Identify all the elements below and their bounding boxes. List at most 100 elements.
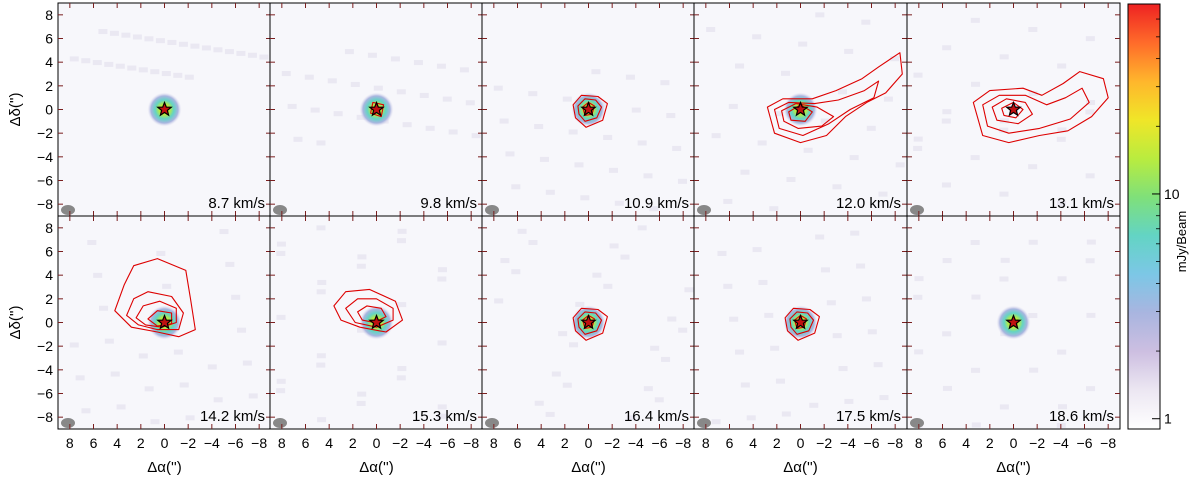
- noise-pixel: [310, 107, 320, 113]
- noise-pixel: [711, 133, 721, 139]
- noise-pixel: [878, 191, 888, 197]
- y-tick-label: −2: [37, 338, 53, 354]
- noise-pixel: [970, 17, 980, 23]
- emission-contour: [789, 311, 815, 335]
- emission-contour: [345, 298, 394, 328]
- channel-panel: 16.4 km/s 8 6 4 2 0 −2 −4 −6 −8: [481, 215, 696, 451]
- x-tick-label: −6: [1077, 435, 1093, 451]
- noise-pixel: [81, 408, 91, 414]
- noise-pixel: [425, 125, 435, 131]
- velocity-label: 12.0 km/s: [836, 195, 901, 212]
- noise-pixel: [666, 113, 676, 119]
- x-tick-label: 8: [66, 435, 74, 451]
- noise-pixel: [156, 250, 166, 256]
- noise-pixel: [711, 419, 721, 425]
- noise-pixel: [999, 404, 1009, 410]
- noise-pixel: [608, 167, 618, 173]
- x-tick-label: −8: [675, 435, 691, 451]
- noise-pixel: [276, 388, 286, 394]
- noise-pixel: [637, 140, 647, 146]
- noise-pixel: [914, 349, 924, 355]
- channel-panel: 8.7 km/s 8 6 4 2 0 −2 −4 −6 −8: [37, 2, 272, 217]
- noise-pixel: [287, 103, 297, 109]
- noise-pixel: [75, 375, 85, 381]
- noise-pixel: [1085, 173, 1095, 179]
- noise-pixel: [775, 378, 785, 384]
- noise-pixel: [1028, 313, 1038, 319]
- noise-pixel: [643, 173, 653, 179]
- noise-pixel: [603, 134, 613, 140]
- noise-pixel: [115, 63, 125, 69]
- x-tick-label: 4: [537, 435, 545, 451]
- noise-pixel: [661, 356, 671, 362]
- noise-pixel: [649, 206, 659, 212]
- colorbar: 1 10 mJy/Beam: [1127, 3, 1189, 430]
- noise-pixel: [971, 294, 981, 300]
- noise-pixel: [465, 100, 475, 106]
- noise-pixel: [942, 258, 952, 264]
- noise-pixel: [815, 12, 825, 18]
- noise-pixel: [803, 147, 813, 153]
- noise-pixel: [844, 48, 854, 54]
- beam-ellipse: [485, 205, 499, 215]
- noise-pixel: [569, 342, 579, 348]
- emission-contour: [572, 94, 608, 128]
- noise-pixel: [225, 261, 235, 267]
- emission-contour: [135, 300, 177, 328]
- noise-pixel: [357, 254, 367, 260]
- x-tick-label: −2: [1029, 435, 1045, 451]
- velocity-label: 14.2 km/s: [200, 408, 265, 425]
- beam-ellipse: [485, 418, 499, 428]
- noise-pixel: [764, 312, 774, 318]
- noise-pixel: [316, 225, 326, 231]
- noise-pixel: [356, 263, 366, 269]
- beam-ellipse: [697, 418, 711, 428]
- y-tick-label: 8: [45, 7, 53, 23]
- noise-pixel: [413, 60, 423, 66]
- velocity-label: 15.3 km/s: [412, 408, 477, 425]
- noise-pixel: [971, 422, 981, 428]
- x-tick-label: 0: [797, 435, 805, 451]
- y-tick-label: 2: [45, 78, 53, 94]
- noise-pixel: [1057, 63, 1067, 69]
- noise-pixel: [69, 56, 79, 62]
- noise-pixel: [92, 60, 102, 66]
- noise-pixel: [706, 26, 716, 32]
- noise-pixel: [534, 124, 544, 130]
- noise-pixel: [505, 151, 515, 157]
- velocity-label: 16.4 km/s: [624, 408, 689, 425]
- x-tick-label: 6: [302, 435, 310, 451]
- noise-pixel: [437, 413, 447, 419]
- noise-pixel: [1028, 90, 1038, 96]
- x-tick-label: 6: [726, 435, 734, 451]
- star-marker: [368, 313, 385, 330]
- noise-pixel: [247, 52, 257, 58]
- noise-pixel: [397, 228, 407, 234]
- noise-pixel: [913, 72, 923, 78]
- beam-ellipse: [910, 418, 924, 428]
- noise-pixel: [941, 182, 951, 188]
- noise-pixel: [895, 162, 905, 168]
- y-tick-label: 6: [45, 31, 53, 47]
- star-marker: [156, 313, 173, 330]
- x-tick-label: −2: [180, 435, 196, 451]
- x-tick-label: 8: [278, 435, 286, 451]
- x-tick-label: 2: [349, 435, 357, 451]
- noise-pixel: [723, 283, 733, 289]
- noise-pixel: [631, 107, 641, 113]
- noise-pixel: [87, 239, 97, 245]
- noise-pixel: [184, 74, 194, 80]
- noise-pixel: [237, 327, 247, 333]
- noise-pixel: [867, 329, 877, 335]
- noise-pixel: [539, 156, 549, 162]
- noise-pixel: [1085, 109, 1095, 115]
- x-tick-label: 4: [325, 435, 333, 451]
- noise-pixel: [471, 133, 481, 139]
- noise-pixel: [769, 206, 779, 212]
- x-axis-title: Δα(''): [571, 459, 605, 476]
- noise-pixel: [1057, 276, 1067, 282]
- noise-pixel: [132, 34, 142, 40]
- noise-pixel: [850, 230, 860, 236]
- noise-pixel: [104, 338, 114, 344]
